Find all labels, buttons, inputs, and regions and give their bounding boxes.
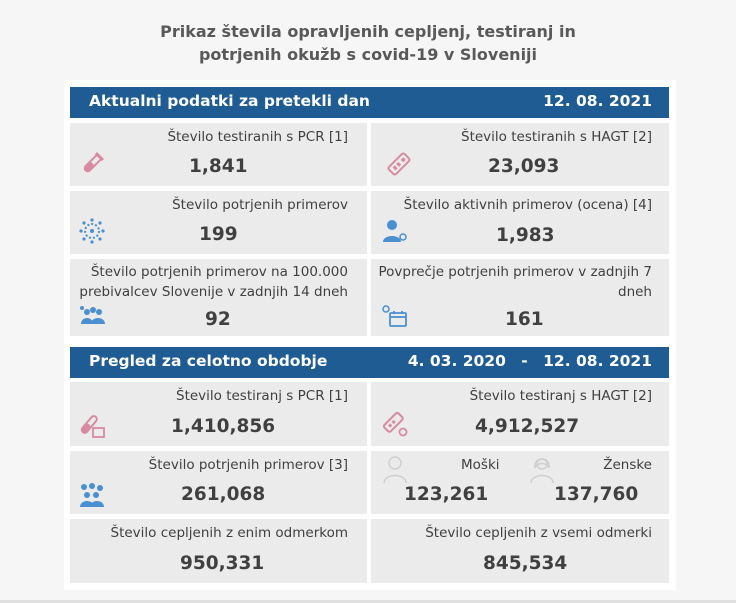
test-tube-icon <box>78 150 106 178</box>
daily-active-card: Število aktivnih primerov (ocena) [4] 1,… <box>371 191 669 254</box>
daily-date: 12. 08. 2021 <box>543 92 652 110</box>
daily-per100k-label-line-1: Število potrjenih primerov na 100.000 <box>90 264 348 280</box>
daily-avg7-label-line-2: dneh <box>618 284 652 300</box>
daily-pcr-card: Število testiranih s PCR [1] 1,841 <box>70 123 367 186</box>
daily-per100k-card: Število potrjenih primerov na 100.000 pr… <box>70 259 367 336</box>
daily-avg7-label-line-1: Povprečje potrjenih primerov v zadnjih 7 <box>378 264 652 280</box>
overall-vacc1-label: Število cepljenih z enim odmerkom <box>110 525 348 541</box>
overall-pcr-card: Število testiranj s PCR [1] 1,410,856 <box>70 382 367 446</box>
daily-section-header: Aktualni podatki za pretekli dan 12. 08.… <box>70 87 669 118</box>
daily-hagt-value: 23,093 <box>488 156 560 177</box>
title-line-1: Prikaz števila opravljenih cepljenj, tes… <box>160 22 576 41</box>
overall-heading: Pregled za celotno obdobje <box>89 352 328 370</box>
test-tube-icon <box>78 412 106 440</box>
overall-vaccall-label: Število cepljenih z vsemi odmerki <box>425 525 652 541</box>
male-icon <box>382 454 408 484</box>
daily-pcr-value: 1,841 <box>189 156 248 177</box>
page-title: Prikaz števila opravljenih cepljenj, tes… <box>0 20 736 66</box>
overall-pcr-value: 1,410,856 <box>171 416 276 437</box>
daily-per100k-label: Število potrjenih primerov na 100.000 pr… <box>79 262 348 302</box>
overall-section-header: Pregled za celotno obdobje 4. 03. 2020 -… <box>70 347 669 378</box>
page-bottom-rule <box>0 600 736 603</box>
overall-male-value: 123,261 <box>404 484 489 505</box>
overall-date-to: 12. 08. 2021 <box>543 352 652 370</box>
overall-date-from: 4. 03. 2020 <box>407 352 506 370</box>
daily-pcr-label: Število testiranih s PCR [1] <box>167 129 348 145</box>
overall-hagt-value: 4,912,527 <box>475 416 580 437</box>
virus-icon <box>78 217 106 245</box>
overall-hagt-label: Število testiranj s HAGT [2] <box>469 388 652 404</box>
person-virus-icon <box>381 217 409 245</box>
group-icon <box>78 481 106 509</box>
overall-gender-card: Moški 123,261 Ženske 137,760 <box>371 451 669 514</box>
overall-vacc1-card: Število cepljenih z enim odmerkom 950,33… <box>70 519 367 583</box>
rapid-test-icon <box>385 150 413 178</box>
daily-confirmed-card: Število potrjenih primerov 199 <box>70 191 367 254</box>
overall-confirmed-card: Število potrjenih primerov [3] 261,068 <box>70 451 367 514</box>
daily-avg7-card: Povprečje potrjenih primerov v zadnjih 7… <box>371 259 669 336</box>
daily-active-value: 1,983 <box>496 225 555 246</box>
daily-hagt-label: Število testiranih s HAGT [2] <box>461 129 652 145</box>
calendar-virus-icon <box>381 303 409 331</box>
daily-avg7-value: 161 <box>505 309 544 330</box>
overall-pcr-label: Število testiranj s PCR [1] <box>176 388 348 404</box>
daily-confirmed-label: Število potrjenih primerov <box>172 197 348 213</box>
overall-confirmed-value: 261,068 <box>181 484 266 505</box>
daily-confirmed-value: 199 <box>199 224 238 245</box>
overall-date-range: 4. 03. 2020 - 12. 08. 2021 <box>408 352 652 370</box>
daily-hagt-card: Število testiranih s HAGT [2] 23,093 <box>371 123 669 186</box>
title-line-2: potrjenih okužb s covid-19 v Sloveniji <box>198 45 538 64</box>
daily-active-label: Število aktivnih primerov (ocena) [4] <box>403 197 652 213</box>
overall-confirmed-label: Število potrjenih primerov [3] <box>148 457 348 473</box>
female-icon <box>529 454 555 484</box>
overall-date-dash: - <box>521 352 528 370</box>
overall-hagt-card: Število testiranj s HAGT [2] 4,912,527 <box>371 382 669 446</box>
overall-male-label: Moški <box>461 457 500 473</box>
group-icon <box>78 302 106 330</box>
overall-vacc1-value: 950,331 <box>180 553 265 574</box>
overall-vaccall-card: Število cepljenih z vsemi odmerki 845,53… <box>371 519 669 583</box>
overall-female-value: 137,760 <box>554 484 639 505</box>
rapid-test-icon <box>381 410 409 438</box>
overall-female-label: Ženske <box>603 457 652 473</box>
daily-per100k-value: 92 <box>205 309 231 330</box>
daily-per100k-label-line-2: prebivalcev Slovenije v zadnjih 14 dneh <box>79 284 348 300</box>
daily-heading: Aktualni podatki za pretekli dan <box>89 92 370 110</box>
overall-vaccall-value: 845,534 <box>483 553 568 574</box>
daily-avg7-label: Povprečje potrjenih primerov v zadnjih 7… <box>378 262 652 302</box>
